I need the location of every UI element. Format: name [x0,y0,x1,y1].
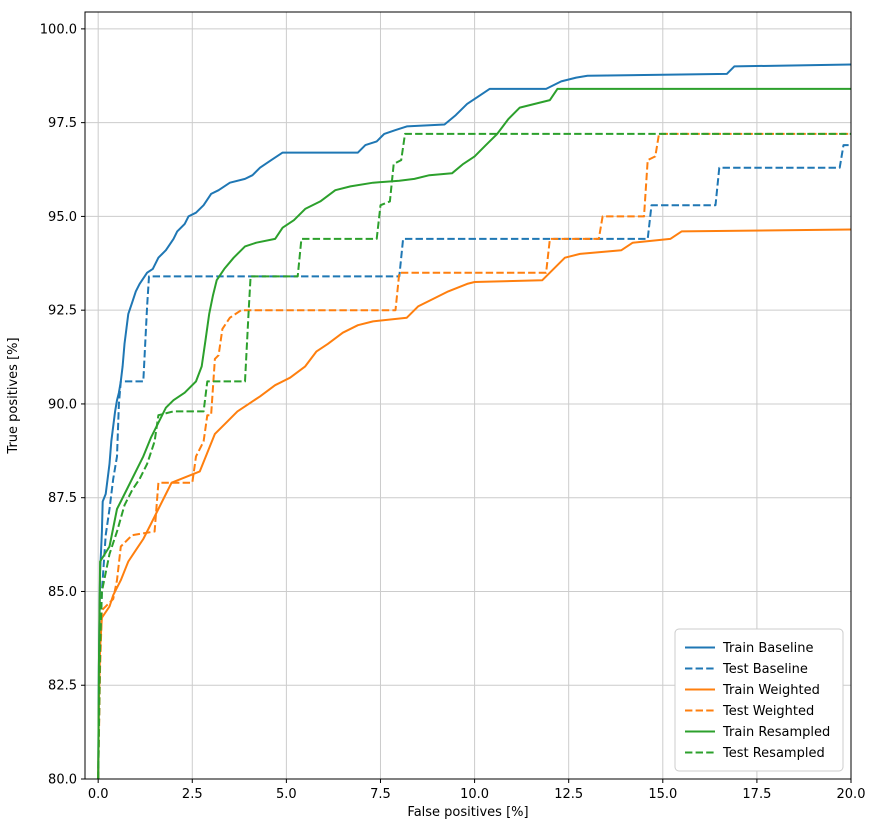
y-tick-label: 82.5 [48,679,77,694]
legend-label: Test Baseline [722,662,808,677]
series-test-baseline [97,144,851,779]
x-axis-label: False positives [%] [407,805,528,820]
legend-label: Train Baseline [722,641,813,656]
series-group [97,63,851,779]
legend-label: Train Resampled [722,725,830,740]
legend-label: Test Resampled [722,746,825,761]
x-tick-label: 20.0 [837,787,866,802]
x-tick-label: 17.5 [742,787,771,802]
series-test-weighted [97,132,851,779]
x-tick-label: 5.0 [276,787,297,802]
x-tick-label: 10.0 [460,787,489,802]
series-train-baseline [97,63,851,779]
x-tick-label: 0.0 [88,787,109,802]
y-tick-label: 95.0 [48,210,77,225]
series-train-resampled [97,87,851,779]
y-tick-label: 80.0 [48,773,77,788]
x-tick-label: 12.5 [554,787,583,802]
x-tick-label: 2.5 [182,787,203,802]
y-tick-label: 100.0 [40,22,77,37]
plot-border [84,11,852,780]
x-tick-label: 7.5 [370,787,391,802]
y-axis-label: True positives [%] [6,337,21,454]
y-tick-label: 87.5 [48,491,77,506]
y-tick-label: 97.5 [48,116,77,131]
legend-box [674,628,844,772]
series-test-resampled [97,132,851,779]
legend-label: Train Weighted [722,683,820,698]
y-tick-label: 90.0 [48,397,77,412]
legend-label: Test Weighted [722,704,814,719]
legend: Train Baseline Test Baseline Train Weighte… [674,628,844,772]
x-tick-label: 15.0 [648,787,677,802]
axes: 0.0 2.5 5.0 7.5 10.0 12.5 15.0 17.5 20.0 80.0 82.5… [6,22,865,820]
y-tick-label: 92.5 [48,304,77,319]
series-train-weighted [97,228,851,779]
grid [85,12,852,780]
y-tick-label: 85.0 [48,585,77,600]
